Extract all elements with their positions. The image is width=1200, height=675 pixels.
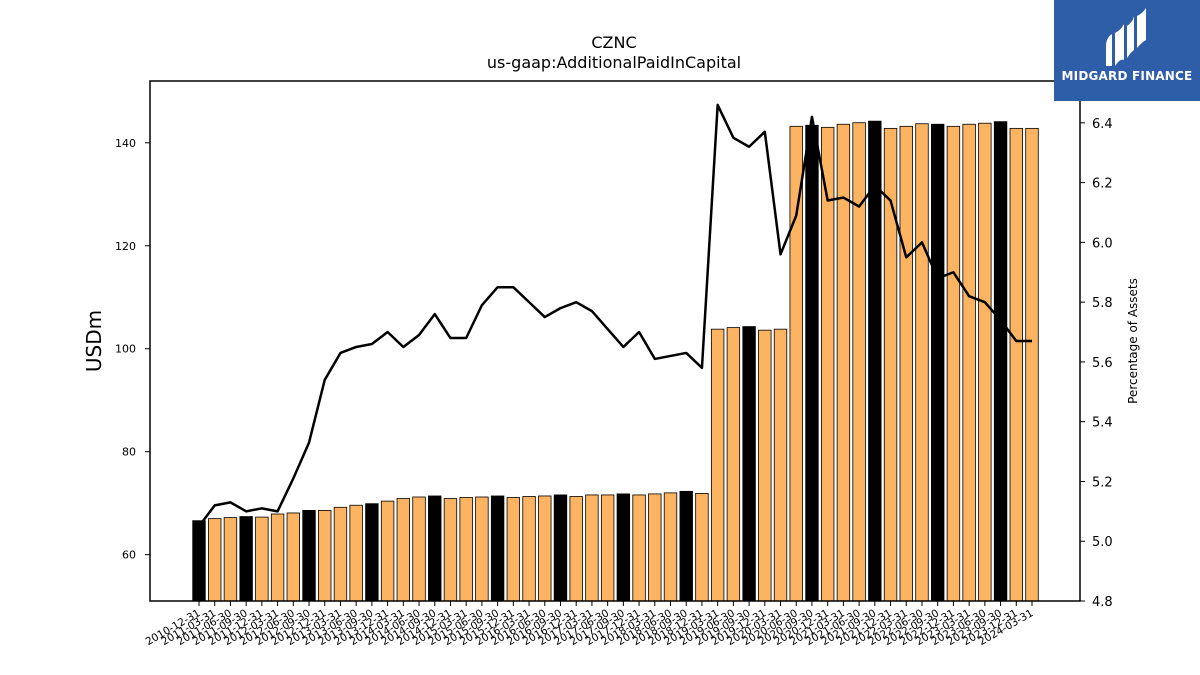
y2-tick-label: 5.4 bbox=[1092, 416, 1113, 431]
bar-2012-12-31 bbox=[318, 509, 332, 602]
bar-2014-03-31 bbox=[396, 498, 410, 602]
bar-2020-06-30 bbox=[789, 125, 803, 602]
bar-2014-06-30 bbox=[412, 496, 426, 602]
bar-2013-09-30 bbox=[365, 503, 379, 602]
y2-tick-label: 5.2 bbox=[1092, 475, 1113, 490]
bar-2021-03-31 bbox=[836, 123, 851, 602]
x-axis: 2010-12-312011-03-312011-06-302011-09-30… bbox=[144, 601, 1036, 648]
bar-2021-06-30 bbox=[852, 122, 866, 602]
y2-tick-label: 4.8 bbox=[1092, 595, 1113, 610]
percentage-of-assets-line bbox=[198, 103, 1032, 528]
bar-2016-03-31 bbox=[522, 496, 536, 602]
y2-tick-label: 6.0 bbox=[1092, 236, 1113, 251]
bar-2019-09-30 bbox=[742, 326, 756, 602]
bar-2023-03-31 bbox=[962, 123, 976, 602]
y2-tick-label: 5.0 bbox=[1092, 535, 1113, 550]
y2-tick-label: 6.4 bbox=[1092, 117, 1113, 132]
y-tick-label: 140 bbox=[115, 137, 136, 150]
bar-2017-03-31 bbox=[585, 494, 599, 602]
bar-2014-12-31 bbox=[443, 498, 458, 602]
bar-2016-09-30 bbox=[553, 494, 568, 602]
bar-2012-06-30 bbox=[286, 512, 300, 602]
bar-2015-03-31 bbox=[459, 497, 473, 602]
bar-2018-06-30 bbox=[663, 492, 678, 602]
bar-2013-03-31 bbox=[333, 506, 348, 602]
bar-2013-12-31 bbox=[380, 500, 395, 602]
bars-group bbox=[192, 120, 1039, 602]
bar-2015-12-31 bbox=[506, 497, 521, 602]
bar-2020-09-30 bbox=[805, 124, 819, 602]
bar-2022-03-31 bbox=[899, 125, 913, 602]
bar-2011-06-30 bbox=[223, 517, 238, 602]
bar-2023-09-30 bbox=[993, 121, 1008, 602]
midgard-finance-logo: MIDGARD FINANCE bbox=[1054, 0, 1200, 101]
y-tick-label: 60 bbox=[122, 549, 136, 562]
bar-2024-03-31 bbox=[1025, 127, 1039, 602]
y-tick-label: 80 bbox=[122, 446, 136, 459]
y2-tick-label: 5.8 bbox=[1092, 296, 1113, 311]
right-axis: 4.8 5.0 5.2 5.4 5.6 5.8 6.0 6.2 6.4 bbox=[1080, 117, 1113, 610]
bar-2017-06-30 bbox=[600, 494, 615, 602]
y2-axis-label: Percentage of Assets bbox=[1126, 278, 1140, 404]
chart-subtitle: us-gaap:AdditionalPaidInCapital bbox=[487, 53, 741, 72]
bar-2016-06-30 bbox=[538, 495, 552, 602]
y-axis-label: USDm bbox=[82, 310, 106, 372]
bar-2012-09-30 bbox=[302, 509, 316, 602]
bar-2015-09-30 bbox=[490, 495, 505, 602]
bar-2019-12-31 bbox=[758, 329, 772, 602]
bar-2022-12-31 bbox=[946, 125, 961, 602]
plot-frame bbox=[149, 80, 1081, 602]
bar-2013-06-30 bbox=[349, 504, 363, 602]
bar-2020-03-31 bbox=[773, 328, 788, 602]
bar-2012-03-31 bbox=[270, 513, 285, 602]
bar-2019-03-31 bbox=[710, 328, 725, 602]
chart-title: CZNC bbox=[591, 33, 636, 52]
midgard-logo-icon bbox=[1106, 8, 1146, 66]
bar-2018-12-31 bbox=[695, 492, 709, 602]
bar-2011-09-30 bbox=[239, 516, 253, 602]
y-tick-label: 120 bbox=[115, 240, 136, 253]
bar-2011-12-31 bbox=[255, 516, 269, 602]
y-tick-label: 100 bbox=[115, 343, 136, 356]
line-group bbox=[198, 103, 1032, 528]
bar-2019-06-30 bbox=[726, 327, 741, 602]
bar-2011-03-31 bbox=[208, 518, 222, 602]
bar-2017-12-31 bbox=[632, 494, 646, 602]
bar-2017-09-30 bbox=[616, 493, 631, 602]
y2-tick-label: 5.6 bbox=[1092, 356, 1113, 371]
bar-2022-09-30 bbox=[931, 123, 945, 602]
bar-2016-12-31 bbox=[569, 496, 583, 602]
left-axis: 60 80 100 120 140 bbox=[115, 137, 150, 562]
bar-2010-12-31 bbox=[192, 520, 206, 602]
bar-2022-06-30 bbox=[915, 123, 929, 602]
bar-2023-12-31 bbox=[1009, 127, 1023, 602]
bar-2023-06-30 bbox=[978, 122, 992, 602]
bar-2014-09-30 bbox=[428, 495, 442, 602]
bar-2018-03-31 bbox=[648, 493, 662, 602]
y2-tick-label: 6.2 bbox=[1092, 177, 1113, 192]
logo-text: MIDGARD FINANCE bbox=[1061, 69, 1193, 83]
bar-2015-06-30 bbox=[475, 496, 489, 602]
bar-2018-09-30 bbox=[679, 490, 693, 602]
